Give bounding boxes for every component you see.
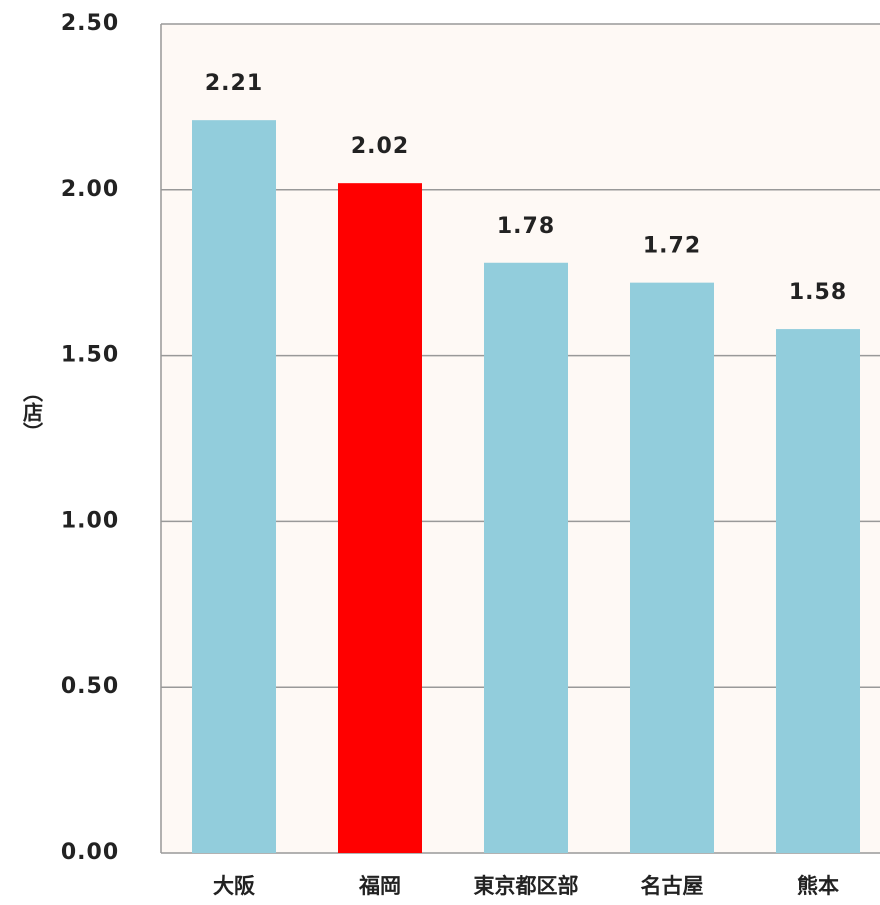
value-label: 1.78 [497,214,555,239]
bar [630,282,714,853]
bar [338,183,422,854]
x-tick-label: 福岡 [358,874,401,898]
x-tick-label: 名古屋 [641,874,704,898]
bar [484,262,568,853]
y-tick-label: 1.50 [61,343,119,368]
y-tick-label: 2.50 [61,11,119,36]
x-tick-label: 大阪 [213,874,256,898]
y-axis-label: （店） [20,382,44,442]
y-tick-label: 0.00 [61,840,119,865]
y-tick-label: 0.50 [61,674,119,699]
y-tick-label: 1.00 [61,508,119,533]
x-tick-label: 熊本 [797,874,839,898]
bar [776,329,860,853]
bar [192,120,276,853]
x-tick-label: 東京都区部 [474,874,579,898]
y-tick-label: 2.00 [61,177,119,202]
value-label: 2.02 [351,134,409,159]
value-label: 1.72 [643,234,701,259]
value-label: 2.21 [205,71,263,96]
value-label: 1.58 [789,280,847,305]
